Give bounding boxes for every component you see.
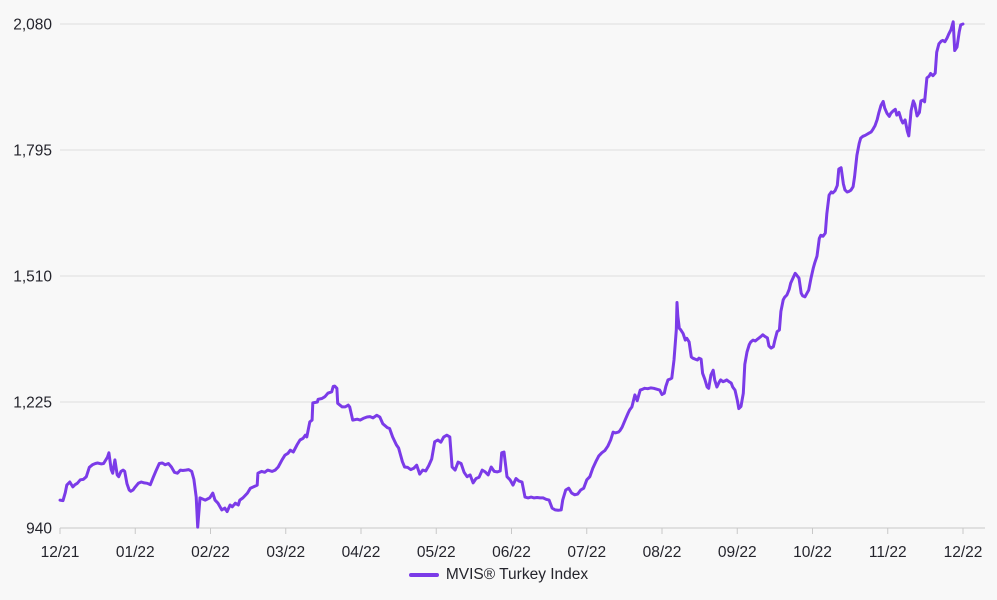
x-axis-label: 02/22 [191, 544, 230, 561]
x-axis-label: 04/22 [342, 544, 381, 561]
x-axis-label: 12/22 [944, 544, 983, 561]
index-line [58, 20, 965, 529]
x-axis-label: 01/22 [116, 544, 155, 561]
x-axis-label: 11/22 [869, 544, 907, 561]
x-axis-labels: 12/21 01/22 02/22 03/22 04/22 05/22 06/22 07/22… [41, 544, 983, 561]
x-axis-label: 09/22 [718, 544, 757, 561]
y-axis-label: 1,510 [13, 269, 52, 286]
gridlines [60, 23, 985, 529]
x-axis-label: 12/21 [41, 544, 80, 561]
x-axis-label: 06/22 [492, 544, 531, 561]
legend: MVIS® Turkey Index [0, 566, 997, 584]
x-axis-label: 08/22 [643, 544, 682, 561]
y-axis-label: 940 [26, 521, 52, 538]
y-axis-labels: 940 1,225 1,510 1,795 2,080 [13, 17, 52, 538]
legend-label: MVIS® Turkey Index [445, 566, 589, 583]
x-axis-label: 10/22 [793, 544, 832, 561]
y-axis-label: 1,225 [13, 395, 52, 412]
x-axis-ticks [59, 528, 964, 534]
y-axis-label: 1,795 [13, 143, 52, 160]
legend-line-swatch [408, 573, 439, 577]
x-axis-label: 07/22 [567, 544, 606, 561]
series-lines [58, 20, 965, 529]
x-axis-label: 05/22 [417, 544, 456, 561]
x-axis-label: 03/22 [266, 544, 305, 561]
y-axis-label: 2,080 [13, 17, 52, 34]
